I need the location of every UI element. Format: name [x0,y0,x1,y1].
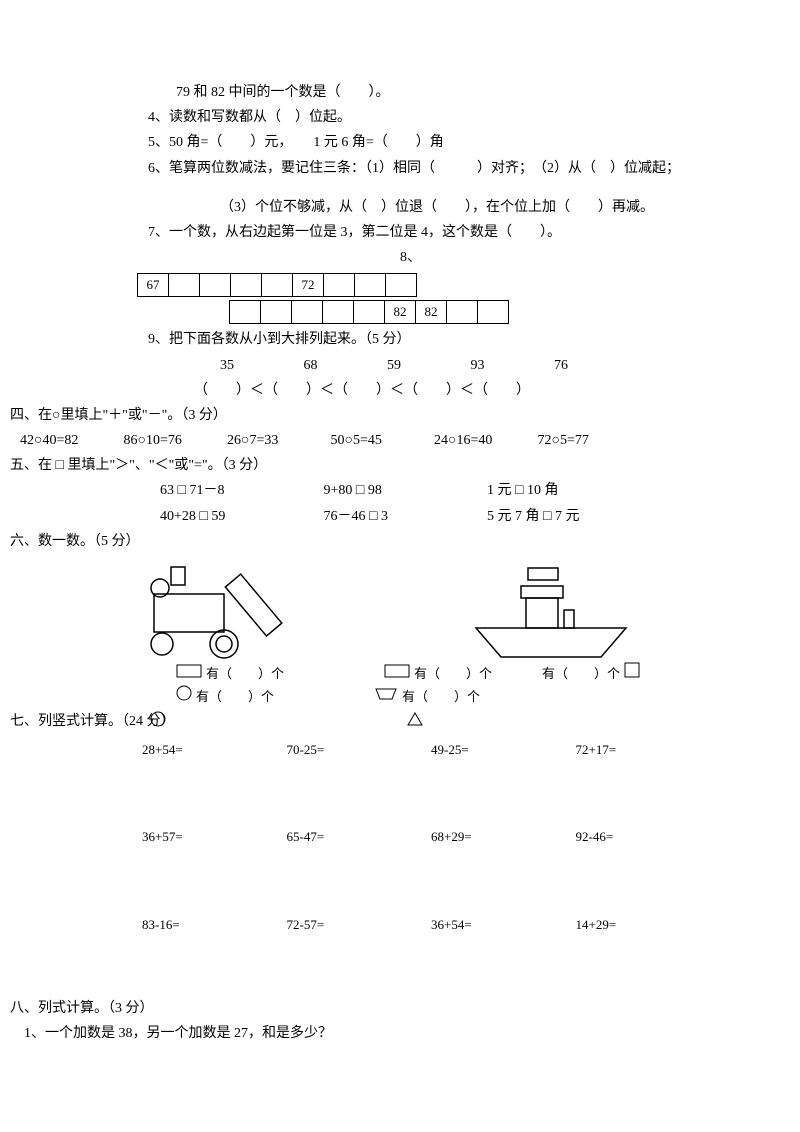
s4-heading: 四、在○里填上"＋"或"－"。（3 分） [10,403,680,428]
calc-item: 36+54= [431,913,536,936]
q9-cmp: （ ）＜（ ）＜（ ）＜（ ）＜（ ） [120,378,680,403]
triangle-icon [406,711,424,736]
cells-row-1: 67 72 [138,273,680,297]
q6a: 6、笔算两位数减法，要记住三条：（1）相同（ ）对齐； （2）从（ ）位减起； [120,156,680,181]
cell: 82 [415,300,447,324]
q4: 4、读数和写数都从（ ）位起。 [120,105,680,130]
circle-icon [176,685,192,708]
q7: 7、一个数，从右边起第一位是 3，第二位是 4，这个数是（ ）。 [120,220,680,245]
calc-item: 68+29= [431,825,536,848]
vehicle-figure [146,562,316,662]
q9: 9、把下面各数从小到大排列起来。（5 分） [120,327,680,352]
count-text: 有（ ）个 [206,662,284,685]
trapezoid-icon [374,685,398,708]
s4-items: 42○40=82 86○10=76 26○7=33 50○5=45 24○16=… [20,428,680,453]
calc-item: 70-25= [287,738,392,761]
cell [322,300,354,324]
cells-row-2: 82 82 [230,300,680,324]
cell: 67 [137,273,169,297]
q3-sub: 79 和 82 中间的一个数是（ ）。 [120,80,680,105]
cell [260,300,292,324]
cell [230,273,262,297]
calc-grid: 36+57= 65-47= 68+29= 92-46= [142,825,680,848]
cell [323,273,355,297]
s5-row1: 63 □ 71－8 9+80 □ 98 1 元 □ 10 角 [120,478,680,503]
count-text: 有（ ）个 [542,662,620,685]
q9-nums: 35 68 59 93 76 [120,353,680,378]
count-text: 有（ ）个 [402,685,480,708]
q8-label: 8、 [120,245,680,270]
calc-item: 92-46= [576,825,681,848]
calc-item: 28+54= [142,738,247,761]
cell [353,300,385,324]
rect-icon [384,662,410,685]
calc-item: 83-16= [142,913,247,936]
cell [199,273,231,297]
calc-item: 72+17= [576,738,681,761]
cell [291,300,323,324]
count-row-2: 有（ ）个 有（ ）个 [120,685,680,708]
cell [229,300,261,324]
s5-heading: 五、在 □ 里填上"＞"、"＜"或"="。（3 分） [10,453,680,478]
calc-grid: 28+54= 70-25= 49-25= 72+17= [142,738,680,761]
count-text: 有（ ）个 [196,685,274,708]
s6-heading: 六、数一数。（5 分） [10,529,680,554]
calc-item: 36+57= [142,825,247,848]
s8-q1: 1、一个加数是 38，另一个加数是 27，和是多少？ [24,1021,680,1046]
s7-heading: 七、列竖式计算。（24 分） [10,709,680,734]
calc-item: 14+29= [576,913,681,936]
calc-item: 72-57= [287,913,392,936]
calc-item: 65-47= [287,825,392,848]
circle-icon [150,711,166,736]
s8-heading: 八、列式计算。（3 分） [10,996,680,1021]
cell [385,273,417,297]
q6b: （3）个位不够减，从（ ）位退（ ），在个位上加（ ）再减。 [120,195,680,220]
q5: 5、50 角=（ ）元， 1 元 6 角=（ ）角 [120,130,680,155]
s5-row2: 40+28 □ 59 76－46 □ 3 5 元 7 角 □ 7 元 [120,504,680,529]
cell [446,300,478,324]
cell: 82 [384,300,416,324]
cell [354,273,386,297]
cell [168,273,200,297]
square-icon [624,662,640,685]
count-row-1: 有（ ）个 有（ ）个 有（ ）个 [120,662,680,685]
boat-figure [466,562,636,662]
cell: 72 [292,273,324,297]
rect-icon [176,662,202,685]
count-text: 有（ ）个 [414,662,492,685]
calc-item: 49-25= [431,738,536,761]
cell [261,273,293,297]
cell [477,300,509,324]
calc-grid: 83-16= 72-57= 36+54= 14+29= [142,913,680,936]
